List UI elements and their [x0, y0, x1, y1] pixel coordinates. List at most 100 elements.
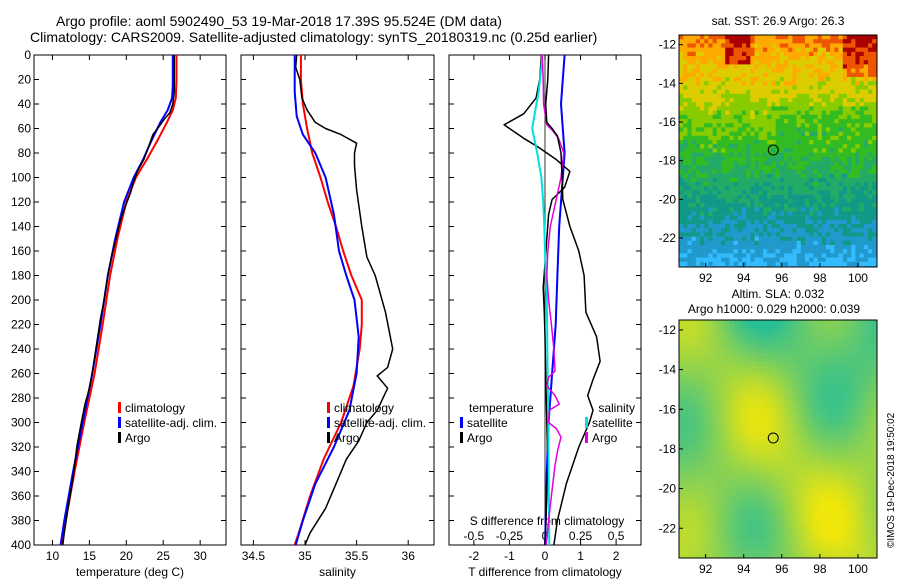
x-tick-label: -1 — [504, 549, 515, 563]
y-tick-label: 20 — [18, 73, 32, 87]
argo-location-marker-sst — [767, 144, 779, 156]
s-diff-tick-label: -0.25 — [496, 529, 524, 543]
map-x-tick-label: 96 — [775, 562, 789, 576]
map-y-tick-label: -18 — [659, 442, 677, 456]
x-tick-label: 20 — [120, 549, 134, 563]
x-tick-label: 0 — [542, 549, 549, 563]
y-tick-label: 360 — [11, 489, 31, 503]
map-x-tick-label: 92 — [699, 562, 713, 576]
map-frame-sst — [678, 34, 878, 268]
legend-swatch-t-argo — [460, 432, 463, 443]
map-subtitle-sla: Argo h1000: 0.029 h2000: 0.039 — [688, 302, 860, 316]
plot-frame-temperature — [33, 54, 227, 546]
map-x-tick-label: 92 — [699, 271, 713, 285]
chart-panel-temperature: 0 20 40 60 80 100 120 140 160 180 200 220 240 260 280 3… — [11, 48, 227, 579]
y-tick-label: 400 — [11, 538, 31, 552]
y-tick-label: 200 — [11, 293, 31, 307]
map-x-tick-label: 100 — [848, 271, 868, 285]
legend-swatch-salinity-0 — [327, 402, 330, 413]
legend-swatch-t-satellite — [460, 417, 463, 428]
series-line-temperature-argo — [62, 55, 176, 546]
x-tick-label: 2 — [613, 549, 620, 563]
legend-swatch-s-satellite — [585, 417, 588, 428]
map-y-tick-label: -18 — [659, 154, 677, 168]
series-line-difference-temperature-argo — [503, 54, 571, 546]
y-tick-label: 100 — [11, 171, 31, 185]
legend-label-t-satellite: satellite — [467, 416, 508, 430]
legend-swatch-s-argo — [585, 432, 588, 443]
legend-label-salinity-1: satellite-adj. clim. — [334, 416, 426, 430]
legend-title-salinity: salinity — [598, 401, 635, 415]
map-y-tick-label: -14 — [659, 76, 677, 90]
y-tick-label: 160 — [11, 244, 31, 258]
x-axis-label-salinity: salinity — [319, 565, 356, 579]
map-y-tick-label: -22 — [659, 231, 677, 245]
map-title-sst: sat. SST: 26.9 Argo: 26.3 — [712, 14, 845, 28]
credit-text: ©IMOS 19-Dec-2018 19:50:02 — [886, 412, 897, 548]
x-tick-label: 15 — [83, 549, 97, 563]
argo-location-marker-sla — [767, 432, 779, 444]
x-tick-label: 10 — [46, 549, 60, 563]
legend-label-t-argo: Argo — [467, 431, 493, 445]
s-diff-axis-label: S difference from climatology — [470, 514, 625, 528]
x-tick-label: 34.5 — [242, 549, 266, 563]
x-tick-label: 25 — [157, 549, 171, 563]
map-y-tick-label: -14 — [659, 363, 677, 377]
y-tick-label: 180 — [11, 269, 31, 283]
map-panel-sst: 92 94 96 98 100 -12 -14 -16 -18 -20 -22 sat. SST: 2… — [659, 14, 878, 285]
y-tick-label: 220 — [11, 318, 31, 332]
legend-swatch-salinity-2 — [327, 432, 330, 443]
x-axis-label-temperature: temperature (deg C) — [76, 565, 184, 579]
s-diff-tick-label: 0.25 — [569, 529, 593, 543]
y-tick-label: 80 — [18, 146, 32, 160]
map-y-tick-label: -16 — [659, 402, 677, 416]
x-tick-label: 36 — [402, 549, 416, 563]
title-line-2: Climatology: CARS2009. Satellite-adjuste… — [30, 29, 598, 45]
chart-panel-salinity: 34.5 35 35.5 36 salinity climatologysatellite… — [240, 54, 435, 579]
y-tick-label: 280 — [11, 391, 31, 405]
y-tick-label: 60 — [18, 122, 32, 136]
map-y-tick-label: -12 — [659, 38, 677, 52]
plot-frame-salinity — [240, 54, 435, 546]
legend-label-temperature-0: climatology — [125, 401, 185, 415]
map-x-tick-label: 94 — [737, 271, 751, 285]
x-tick-label: 35 — [298, 549, 312, 563]
map-y-tick-label: -20 — [659, 482, 677, 496]
map-frame-sla — [678, 319, 878, 559]
x-tick-label: 30 — [193, 549, 207, 563]
series-line-salinity-climatology — [293, 55, 363, 546]
y-tick-label: 0 — [24, 48, 31, 62]
map-title-sla: Altim. SLA: 0.032 — [732, 287, 825, 301]
legend-label-temperature-2: Argo — [125, 431, 151, 445]
legend-label-s-argo: Argo — [592, 431, 618, 445]
map-raster-sla — [679, 320, 877, 558]
y-tick-label: 240 — [11, 342, 31, 356]
legend-swatch-temperature-0 — [118, 402, 121, 413]
y-tick-label: 120 — [11, 195, 31, 209]
s-diff-tick-label: -0.5 — [464, 529, 485, 543]
series-line-salinity-satellite-adj-clim- — [293, 55, 360, 546]
y-tick-label: 40 — [18, 97, 32, 111]
legend-title-temperature: temperature — [469, 401, 534, 415]
chart-panel-difference: -2 -1 0 1 2 T difference from climatology -0.5… — [448, 54, 642, 579]
y-tick-label: 340 — [11, 465, 31, 479]
y-tick-label: 260 — [11, 367, 31, 381]
map-x-tick-label: 98 — [813, 271, 827, 285]
map-x-tick-label: 98 — [813, 562, 827, 576]
map-x-tick-label: 96 — [775, 271, 789, 285]
series-line-temperature-satellite-adj-clim- — [59, 55, 174, 546]
map-panel-sla: 92 94 96 98 100 -12 -14 -16 -18 -20 -22 Altim. SLA:… — [659, 287, 878, 576]
legend-label-temperature-1: satellite-adj. clim. — [125, 416, 217, 430]
s-diff-tick-label: 0.5 — [608, 529, 625, 543]
series-line-difference-salinity-difference-black- — [544, 54, 601, 546]
map-y-tick-label: -12 — [659, 323, 677, 337]
x-tick-label: 35.5 — [345, 549, 369, 563]
legend-swatch-salinity-1 — [327, 417, 330, 428]
series-line-salinity-argo — [294, 54, 394, 546]
x-tick-label: 1 — [577, 549, 584, 563]
x-axis-label-difference: T difference from climatology — [468, 565, 622, 579]
legend-swatch-temperature-1 — [118, 417, 121, 428]
y-tick-label: 320 — [11, 440, 31, 454]
map-raster-sst — [679, 35, 877, 267]
